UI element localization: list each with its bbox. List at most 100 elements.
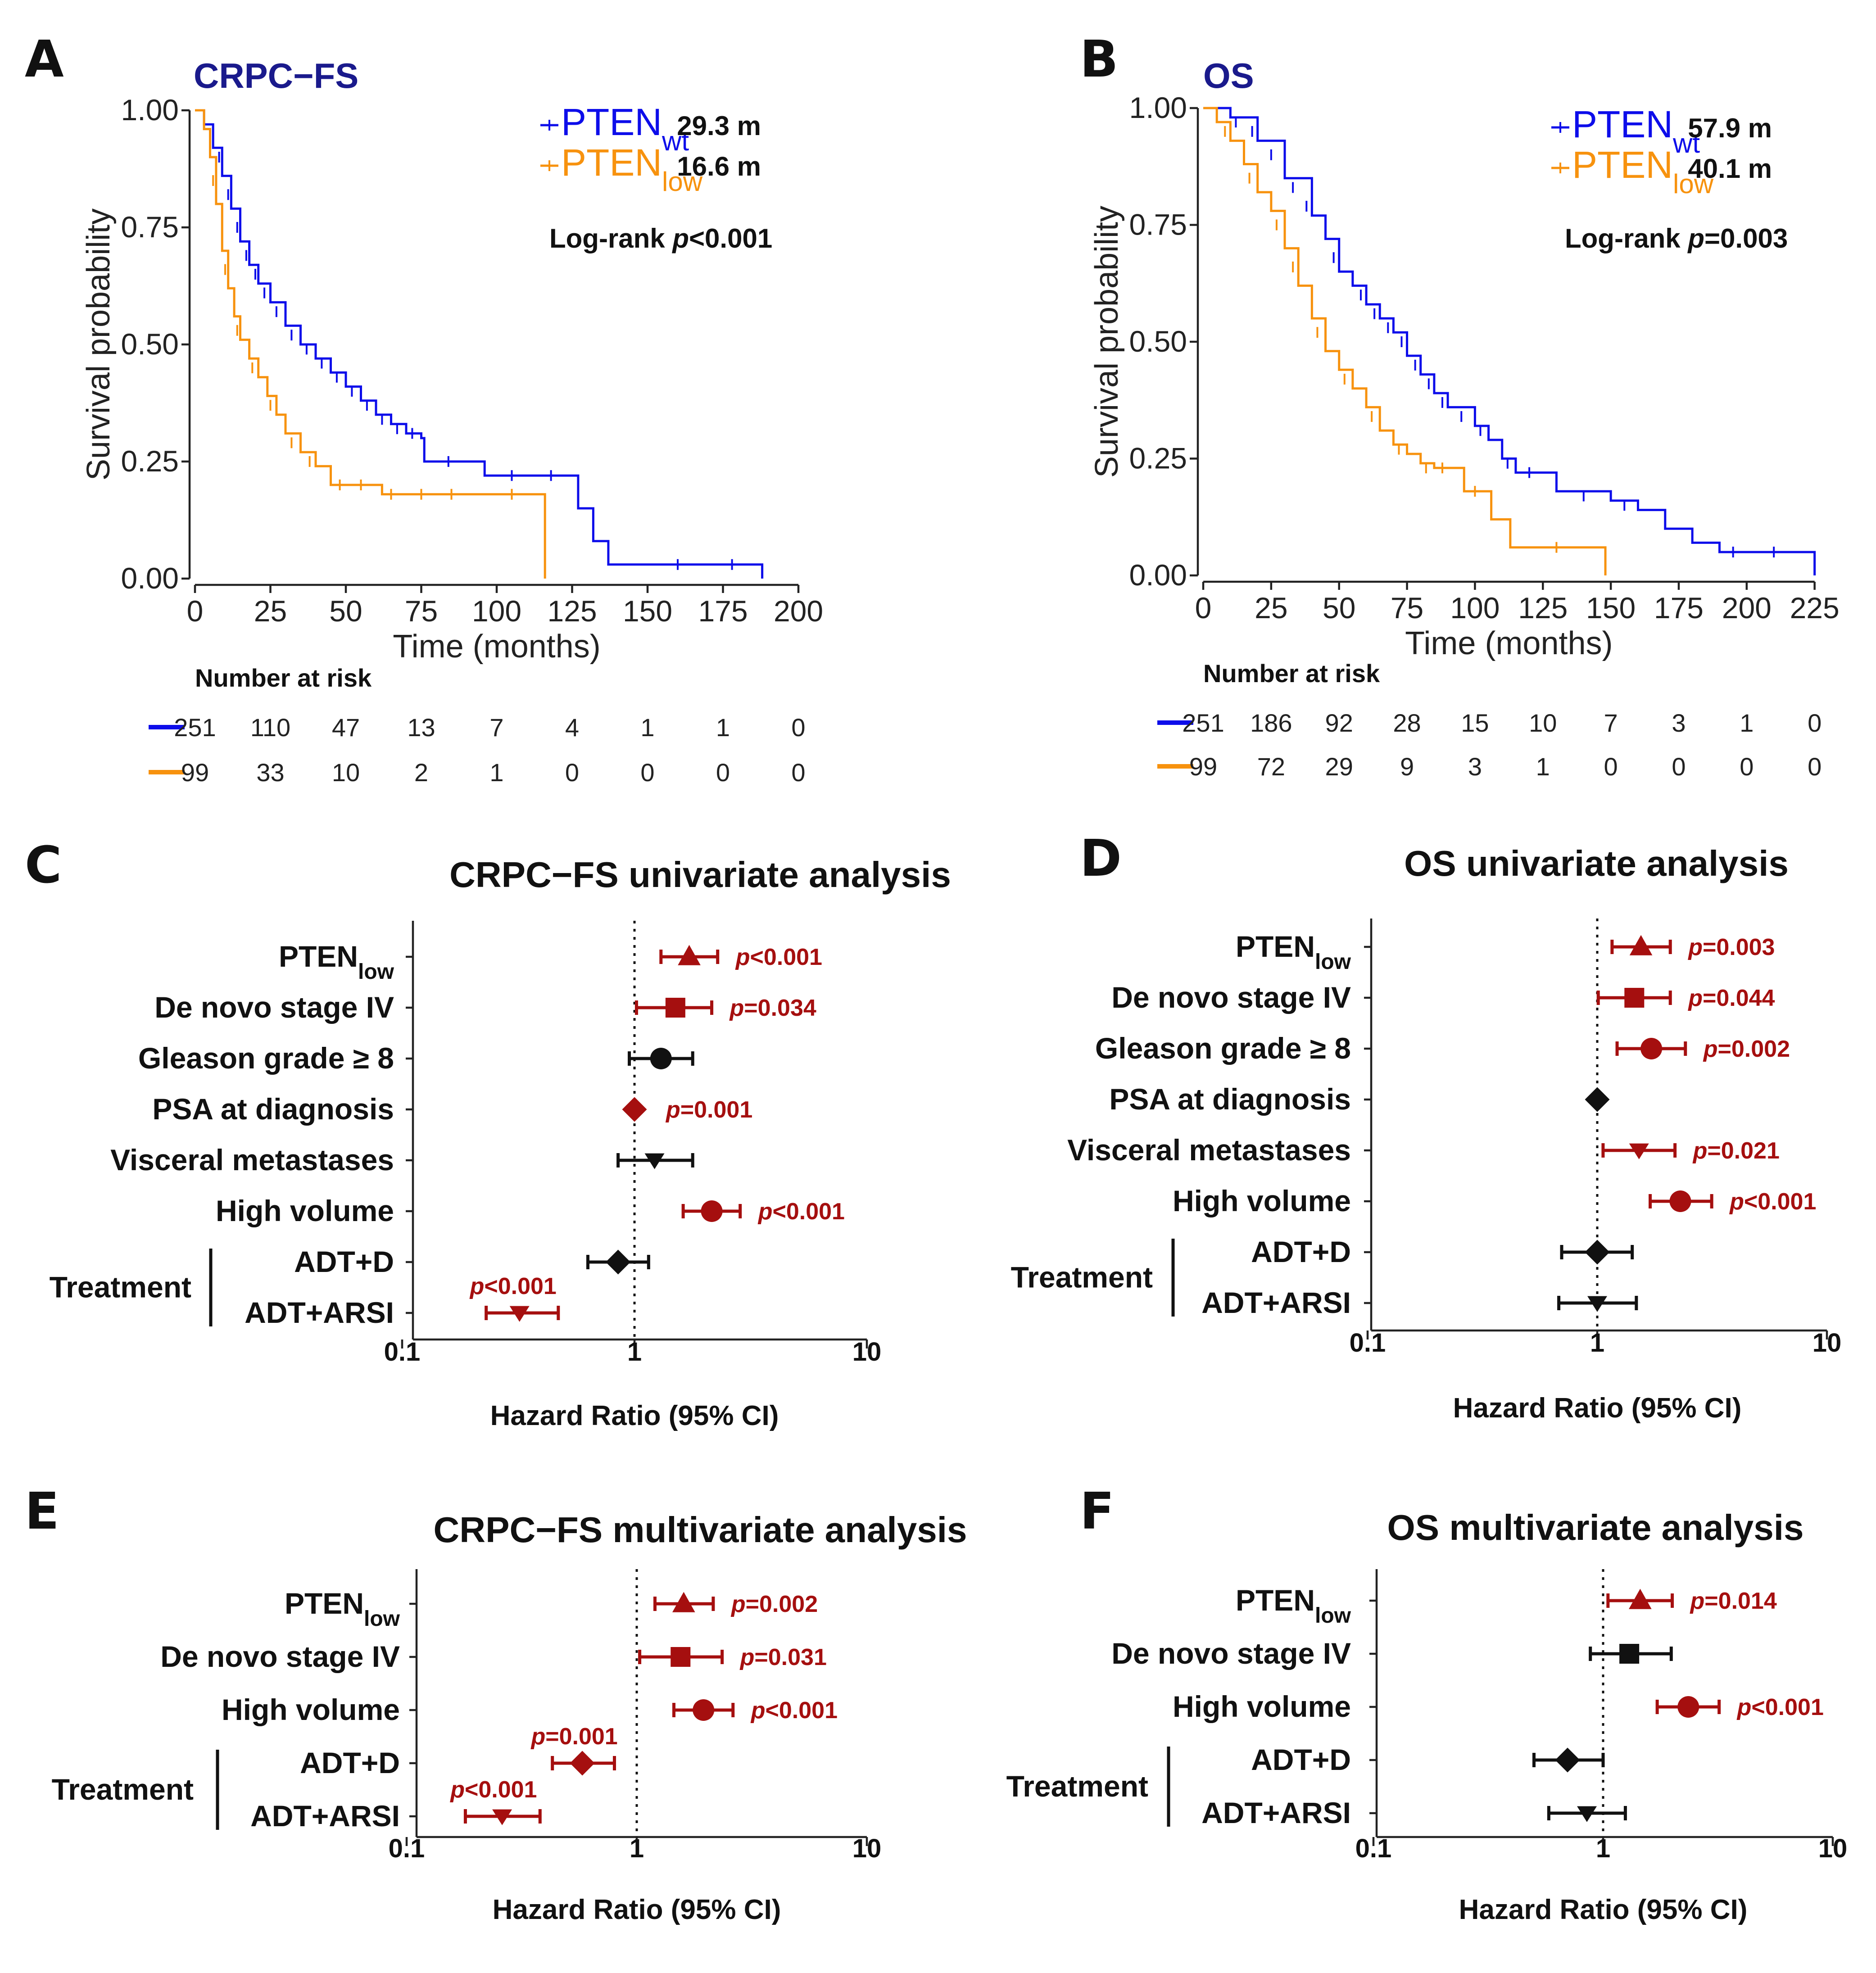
- risk-count-wt: 1: [640, 713, 654, 742]
- legend-label: PTENlow: [1572, 144, 1714, 199]
- hazard-ratio-marker: [644, 1153, 665, 1169]
- forest-plot-os-multivariate: OS multivariate analysis 0.1 1 10 Hazard Rat…: [1006, 1507, 1848, 1925]
- risk-count-low: 0: [1604, 752, 1618, 781]
- forest-x-axis-title: Hazard Ratio (95% CI): [1459, 1894, 1748, 1925]
- survival-curve-ptenlow: [1203, 107, 1607, 575]
- p-value-label: p=0.021: [1692, 1138, 1780, 1164]
- p-value-number: =0.002: [1718, 1036, 1790, 1062]
- risk-count-low: 9: [1400, 752, 1414, 781]
- risk-count-low: 2: [414, 758, 428, 787]
- forest-row-label: PTENlow: [1236, 930, 1351, 974]
- median-survival: 57.9 m: [1688, 113, 1772, 143]
- forest-row-label-text: ADT+ARSI: [1201, 1796, 1351, 1829]
- hazard-ratio-marker: [492, 1809, 512, 1825]
- forest-row-label-text: De novo stage IV: [1111, 981, 1351, 1014]
- p-value-number: <0.001: [750, 944, 822, 970]
- log-rank-test: Log-rank p<0.001: [549, 223, 772, 253]
- forest-row-label-subscript: low: [364, 1607, 400, 1631]
- risk-count-wt: 15: [1461, 709, 1489, 737]
- forest-row-label-text: PTEN: [1236, 1584, 1315, 1617]
- treatment-group-label: Treatment: [1011, 1261, 1153, 1294]
- x-tick-label: 175: [698, 594, 748, 628]
- log-rank-p-symbol: p: [671, 223, 689, 253]
- hazard-ratio-marker: [606, 1249, 631, 1275]
- forest-title: OS univariate analysis: [1404, 843, 1789, 883]
- forest-row-label: Visceral metastases: [1067, 1133, 1351, 1167]
- x-tick-label: 175: [1654, 591, 1704, 624]
- hazard-ratio-marker: [509, 1306, 530, 1322]
- p-value-label: p=0.014: [1690, 1588, 1777, 1614]
- p-value-symbol: p: [1687, 985, 1703, 1011]
- y-tick-label: 0.25: [1129, 442, 1187, 475]
- forest-x-tick-label: 0.1: [384, 1337, 421, 1367]
- p-value-symbol: p: [1687, 934, 1703, 960]
- p-value-symbol: p: [1690, 1588, 1705, 1614]
- forest-x-axis-title: Hazard Ratio (95% CI): [1453, 1393, 1742, 1424]
- risk-count-low: 1: [489, 758, 503, 787]
- median-survival: 29.3 m: [677, 111, 761, 141]
- panel-label-f: F: [1080, 1482, 1115, 1541]
- forest-row-label: ADT+D: [1251, 1235, 1351, 1268]
- x-tick-label: 75: [1391, 591, 1423, 624]
- p-value-label: p=0.001: [530, 1724, 617, 1750]
- hazard-ratio-marker: [672, 1592, 695, 1612]
- p-value-number: <0.001: [465, 1777, 537, 1803]
- log-rank-prefix: Log-rank: [1565, 223, 1688, 253]
- forest-row-label-text: ADT+ARSI: [250, 1799, 400, 1833]
- legend-label-subscript: wt: [662, 126, 689, 156]
- p-value-symbol: p: [1736, 1694, 1752, 1720]
- risk-count-wt: 110: [250, 713, 290, 742]
- forest-row-label: ADT+ARSI: [250, 1799, 400, 1833]
- forest-row-label: ADT+D: [294, 1245, 394, 1278]
- hazard-ratio-marker: [1629, 1143, 1649, 1159]
- forest-title: OS multivariate analysis: [1387, 1507, 1804, 1548]
- forest-row-label: ADT+D: [1251, 1743, 1351, 1776]
- legend-label-base: PTEN: [561, 101, 662, 143]
- forest-row-label-text: De novo stage IV: [154, 991, 394, 1024]
- p-value-symbol: p: [1703, 1036, 1718, 1062]
- p-value-number: =0.044: [1703, 985, 1775, 1011]
- p-value-number: <0.001: [1744, 1189, 1817, 1215]
- survival-curve-ptenlow: [195, 109, 546, 579]
- forest-row-label-text: High volume: [1173, 1184, 1351, 1217]
- p-value-number: =0.003: [1703, 934, 1775, 960]
- forest-row-label: De novo stage IV: [160, 1640, 400, 1673]
- p-value-symbol: p: [735, 944, 750, 970]
- risk-count-low: 29: [1325, 752, 1353, 781]
- p-value-number: =0.002: [746, 1591, 818, 1617]
- x-tick-label: 25: [254, 594, 287, 628]
- forest-row-label: Gleason grade ≥ 8: [1095, 1032, 1351, 1065]
- forest-row-label-text: ADT+ARSI: [245, 1296, 394, 1329]
- risk-count-low: 0: [565, 758, 579, 787]
- p-value-symbol: p: [739, 1644, 755, 1670]
- hazard-ratio-marker: [1624, 988, 1645, 1008]
- p-value-symbol: p: [449, 1777, 465, 1803]
- risk-count-low: 0: [1672, 752, 1686, 781]
- forest-row-label: ADT+ARSI: [1201, 1286, 1351, 1319]
- x-tick-label: 0: [1195, 591, 1212, 624]
- forest-x-tick-label: 0.1: [1350, 1328, 1386, 1358]
- p-value-number: <0.001: [1751, 1694, 1824, 1720]
- forest-row-label: High volume: [1173, 1690, 1351, 1723]
- forest-row-label: PTENlow: [279, 940, 394, 984]
- forest-x-tick-label: 0.1: [1355, 1834, 1392, 1863]
- forest-row-label-subscript: low: [358, 960, 394, 984]
- x-tick-label: 125: [1518, 591, 1568, 624]
- p-value-label: p=0.044: [1687, 985, 1775, 1011]
- forest-x-tick-label: 1: [1590, 1328, 1604, 1358]
- risk-count-wt: 0: [791, 713, 805, 742]
- p-value-number: =0.031: [754, 1644, 827, 1670]
- panel-label-c: C: [25, 836, 62, 895]
- forest-row-label: ADT+D: [300, 1746, 400, 1779]
- x-tick-label: 150: [623, 594, 672, 628]
- hazard-ratio-marker: [1640, 1038, 1663, 1059]
- forest-x-tick-label: 1: [630, 1834, 644, 1863]
- p-value-symbol: p: [730, 1591, 746, 1617]
- p-value-label: p=0.031: [739, 1644, 827, 1670]
- legend-label: PTENlow: [561, 141, 703, 197]
- panel-label-a: A: [25, 30, 64, 89]
- forest-row-label: High volume: [1173, 1184, 1351, 1217]
- forest-row-label-text: De novo stage IV: [1111, 1637, 1351, 1670]
- panel-label-b: B: [1080, 30, 1118, 89]
